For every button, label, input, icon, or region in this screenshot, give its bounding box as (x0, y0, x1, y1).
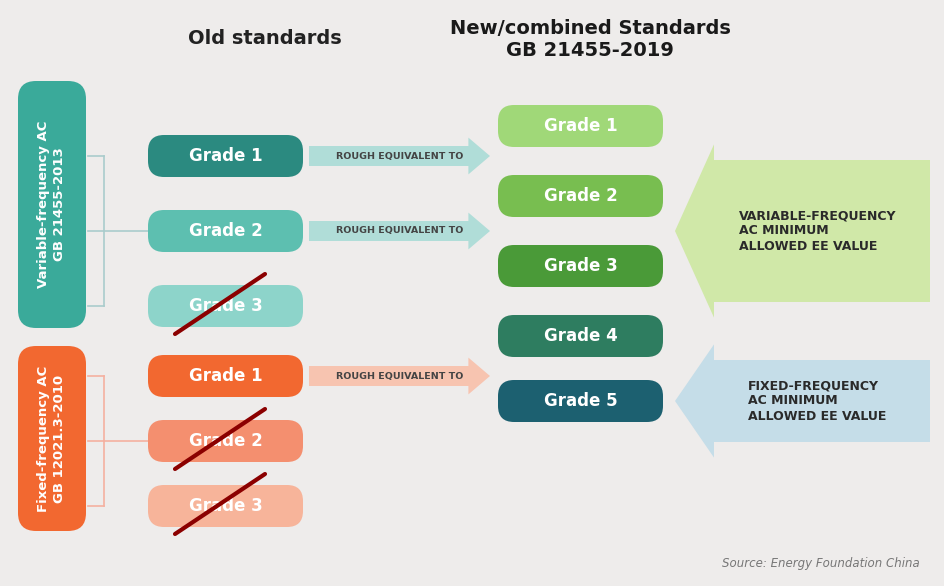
Text: Grade 1: Grade 1 (189, 147, 262, 165)
Text: GB 21455-2019: GB 21455-2019 (506, 42, 673, 60)
Text: Grade 1: Grade 1 (189, 367, 262, 385)
FancyBboxPatch shape (148, 485, 303, 527)
Text: ROUGH EQUIVALENT TO: ROUGH EQUIVALENT TO (335, 227, 463, 236)
FancyBboxPatch shape (18, 346, 86, 531)
FancyBboxPatch shape (148, 355, 303, 397)
Text: Grade 3: Grade 3 (543, 257, 616, 275)
FancyBboxPatch shape (148, 285, 303, 327)
Text: Variable-frequency AC
GB 21455-2013: Variable-frequency AC GB 21455-2013 (38, 121, 66, 288)
Text: Grade 3: Grade 3 (189, 497, 262, 515)
Text: Grade 1: Grade 1 (543, 117, 616, 135)
Text: VARIABLE-FREQUENCY
AC MINIMUM
ALLOWED EE VALUE: VARIABLE-FREQUENCY AC MINIMUM ALLOWED EE… (738, 210, 895, 253)
Text: Grade 2: Grade 2 (543, 187, 616, 205)
Text: Grade 4: Grade 4 (543, 327, 616, 345)
FancyBboxPatch shape (497, 105, 663, 147)
Polygon shape (309, 138, 490, 175)
Text: ROUGH EQUIVALENT TO: ROUGH EQUIVALENT TO (335, 152, 463, 161)
Text: Old standards: Old standards (188, 29, 342, 47)
Polygon shape (309, 213, 490, 250)
Text: Source: Energy Foundation China: Source: Energy Foundation China (721, 557, 919, 571)
Text: ROUGH EQUIVALENT TO: ROUGH EQUIVALENT TO (335, 372, 463, 380)
Text: FIXED-FREQUENCY
AC MINIMUM
ALLOWED EE VALUE: FIXED-FREQUENCY AC MINIMUM ALLOWED EE VA… (748, 380, 885, 423)
Text: Grade 2: Grade 2 (189, 432, 262, 450)
Text: Grade 5: Grade 5 (543, 392, 616, 410)
Text: Fixed-frequency AC
GB 12021.3-2010: Fixed-frequency AC GB 12021.3-2010 (38, 366, 66, 512)
Text: Grade 2: Grade 2 (189, 222, 262, 240)
Text: New/combined Standards: New/combined Standards (449, 19, 730, 38)
FancyBboxPatch shape (148, 420, 303, 462)
FancyBboxPatch shape (148, 135, 303, 177)
FancyBboxPatch shape (497, 245, 663, 287)
FancyBboxPatch shape (497, 315, 663, 357)
Polygon shape (674, 144, 929, 318)
FancyBboxPatch shape (497, 380, 663, 422)
FancyBboxPatch shape (18, 81, 86, 328)
Polygon shape (309, 357, 490, 394)
Polygon shape (674, 345, 929, 458)
Text: Grade 3: Grade 3 (189, 297, 262, 315)
FancyBboxPatch shape (148, 210, 303, 252)
FancyBboxPatch shape (497, 175, 663, 217)
